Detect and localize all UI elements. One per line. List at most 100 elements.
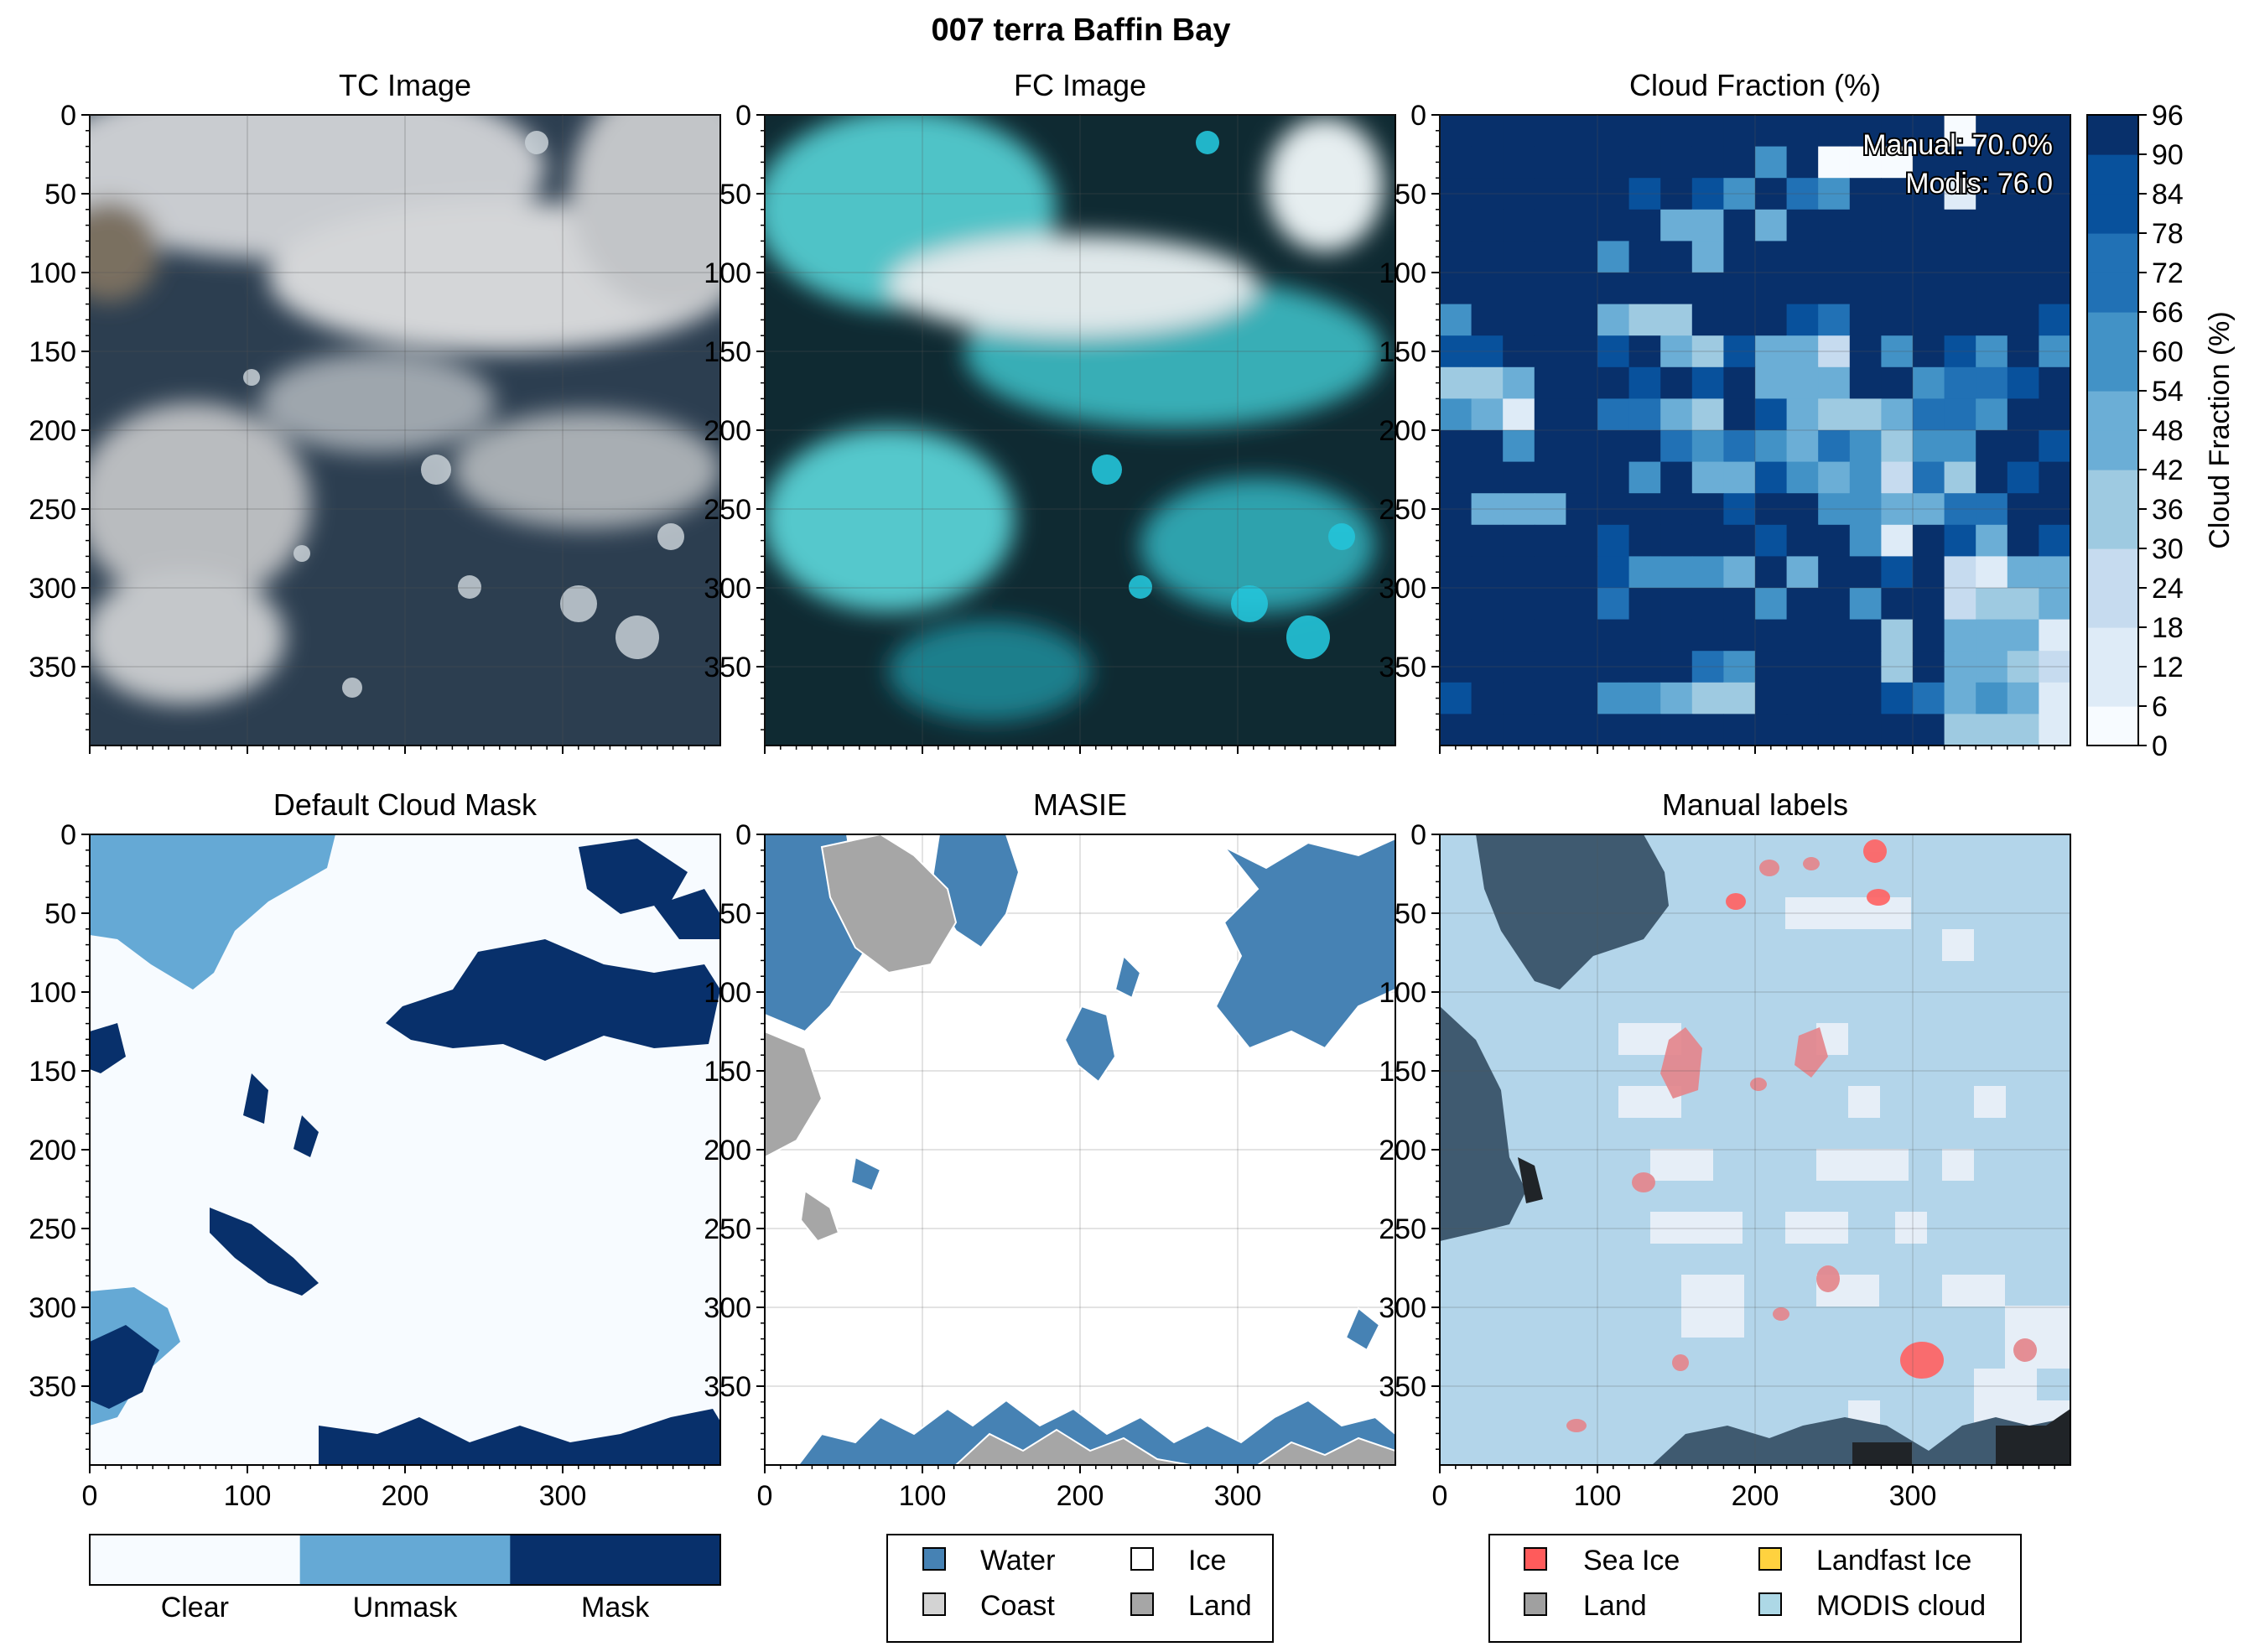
legend-landfast-ice-label: Landfast Ice (1816, 1545, 1971, 1577)
heatmap-cell (1944, 651, 1976, 683)
heatmap-cell (1628, 682, 1661, 714)
heatmap-cell (1944, 493, 1976, 526)
y-tick-label: 150 (1379, 336, 1426, 368)
y-tick-label: 0 (60, 100, 76, 132)
heatmap-cell (1691, 115, 1724, 148)
heatmap-cell (2007, 556, 2039, 589)
y-tick-label: 300 (1379, 573, 1426, 605)
colorbar-segment (2087, 115, 2138, 155)
heatmap-cell (1755, 146, 1788, 179)
heatmap-cell (2007, 524, 2039, 557)
heatmap-cell (1503, 651, 1535, 683)
heatmap-cell (1913, 651, 1945, 683)
heatmap-cell (1566, 682, 1598, 714)
heatmap-cell (2007, 273, 2039, 305)
heatmap-cell (1755, 651, 1788, 683)
heatmap-cell (1913, 115, 1945, 148)
heatmap-cell (1628, 493, 1661, 526)
heatmap-cell (1628, 556, 1661, 589)
heatmap-cell (1597, 273, 1630, 305)
heatmap-cell (1755, 493, 1788, 526)
y-tick-label: 200 (704, 1135, 751, 1166)
legend-landfast-ice-swatch (1758, 1547, 1782, 1571)
heatmap-cell (1503, 366, 1535, 399)
heatmap-cell (1566, 178, 1598, 210)
heatmap-cell (1755, 714, 1788, 746)
heatmap-cell (1944, 115, 1976, 148)
y-tick-label: 100 (1379, 977, 1426, 1009)
y-tick-label: 50 (1395, 179, 1426, 210)
heatmap-cell (1597, 366, 1630, 399)
heatmap-cell (1913, 714, 1945, 746)
heatmap-cell (1976, 304, 2008, 336)
heatmap-cell (1534, 556, 1566, 589)
heatmap-cell (1503, 682, 1535, 714)
fc-image-panel: FC Image 0 50 100 150 200 250 300 350 (704, 68, 1396, 754)
heatmap-cell (1913, 588, 1945, 621)
heatmap-cell (1723, 335, 1756, 368)
heatmap-cell (1660, 366, 1693, 399)
heatmap-cell (1628, 714, 1661, 746)
heatmap-cell (1818, 556, 1851, 589)
heatmap-cell (1849, 682, 1882, 714)
y-tick-label: 0 (60, 819, 76, 851)
legend-land-swatch (1130, 1592, 1154, 1616)
heatmap-cell (1691, 241, 1724, 273)
heatmap-cell (1503, 461, 1535, 494)
heatmap-cell (2039, 241, 2071, 273)
colorbar-tick-label: 66 (2152, 297, 2184, 329)
heatmap-cell (1755, 115, 1788, 148)
y-tick-label: 250 (29, 1213, 76, 1245)
heatmap-cell (1913, 682, 1945, 714)
heatmap-cell (1818, 304, 1851, 336)
heatmap-cell (1440, 178, 1472, 210)
dcm-mask-regions (90, 839, 720, 1465)
heatmap-cell (1471, 682, 1504, 714)
legend-coast-swatch (922, 1592, 946, 1616)
heatmap-cell (1691, 461, 1724, 494)
tc-image-panel: TC Image 0 50 100 150 200 250 300 350 (29, 68, 721, 754)
category-bar-frame (89, 1534, 721, 1586)
heatmap-cell (1755, 273, 1788, 305)
heatmap-cell (1786, 461, 1819, 494)
heatmap-cell (1755, 178, 1788, 210)
heatmap-cell (1881, 304, 1914, 336)
heatmap-cell (2039, 619, 2071, 652)
heatmap-cell (1818, 366, 1851, 399)
heatmap-cell (1818, 430, 1851, 463)
heatmap-cell (1503, 493, 1535, 526)
heatmap-cell (1691, 178, 1724, 210)
heatmap-cell (1849, 461, 1882, 494)
y-tick-label: 250 (704, 494, 751, 526)
heatmap-cell (1944, 588, 1976, 621)
heatmap-cell (1944, 714, 1976, 746)
y-tick-label: 100 (704, 977, 751, 1009)
heatmap-cell (1471, 430, 1504, 463)
heatmap-cell (1881, 493, 1914, 526)
manual-dark-regions (1518, 1157, 2070, 1465)
heatmap-cell (1755, 588, 1788, 621)
heatmap-cell (1597, 115, 1630, 148)
y-tick-label: 100 (29, 977, 76, 1009)
heatmap-cell (1881, 366, 1914, 399)
heatmap-cell (1566, 524, 1598, 557)
manual-clear-cells (1618, 897, 2070, 1432)
heatmap-cell (1944, 273, 1976, 305)
heatmap-cell (1818, 682, 1851, 714)
heatmap-cell (1440, 619, 1472, 652)
heatmap-cell (1440, 588, 1472, 621)
heatmap-cell (1849, 651, 1882, 683)
heatmap-cell (1881, 209, 1914, 242)
heatmap-cell (1976, 682, 2008, 714)
heatmap-cell (1660, 682, 1693, 714)
y-tick-label: 350 (1379, 1371, 1426, 1403)
y-tick-label: 0 (1410, 100, 1426, 132)
heatmap-cell (1660, 493, 1693, 526)
heatmap-cell (1597, 493, 1630, 526)
heatmap-cell (1597, 588, 1630, 621)
heatmap-cell (2007, 366, 2039, 399)
heatmap-cell (1660, 241, 1693, 273)
heatmap-cell (1913, 146, 1945, 179)
heatmap-cell (1849, 524, 1882, 557)
heatmap-cell (1597, 178, 1630, 210)
